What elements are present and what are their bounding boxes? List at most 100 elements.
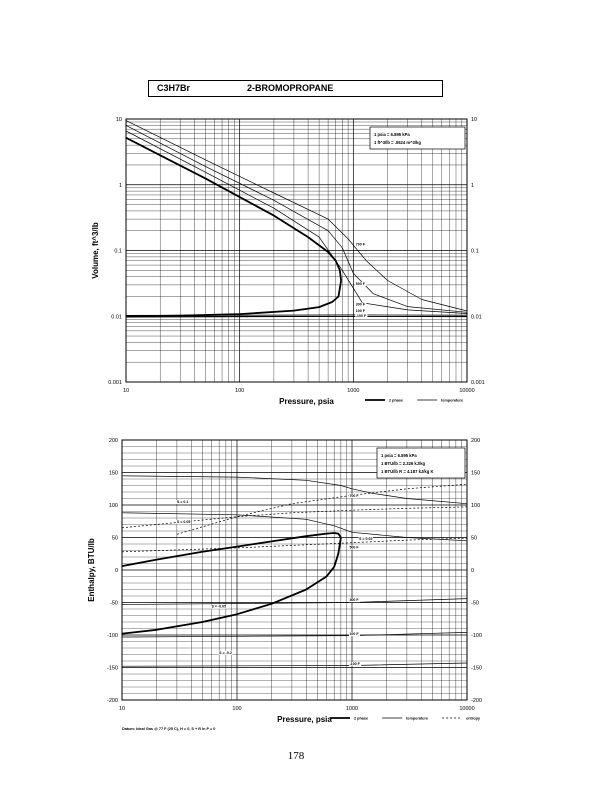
- y-tick-label-right: 150: [471, 471, 480, 477]
- y-tick-label-left: -200: [107, 698, 118, 704]
- y-tick-label-right: -100: [471, 633, 482, 639]
- legend-label: temperature: [441, 399, 463, 403]
- y-tick-label-right: -200: [471, 698, 482, 704]
- y-tick-label-left: 0.1: [114, 249, 122, 255]
- y-tick-label-left: 10: [116, 117, 122, 123]
- y-tick-label-right: 0: [471, 568, 474, 574]
- y-tick-label-right: 100: [471, 503, 480, 509]
- chart-footnote: Datum: Ideal Gas @ 77 F (25 C), H = 0, S…: [122, 727, 215, 731]
- x-axis-title: Pressure, psia: [279, 397, 334, 406]
- compound-title-box: C3H7Br 2-BROMOPROPANE: [148, 80, 443, 97]
- y-tick-label-right: -50: [471, 601, 479, 607]
- conversion-info-line: 1 ft^3/lb = .0624 m^3/kg: [374, 140, 421, 145]
- series-line-2-phase: [125, 136, 342, 281]
- curve-label: S = -0.05: [211, 605, 226, 609]
- legend-label: temperature: [406, 717, 428, 721]
- series-line-entropy: [121, 506, 468, 529]
- curve-label-background: [355, 242, 367, 247]
- curve-label-background: [355, 302, 367, 307]
- series-line-temperature: [125, 314, 468, 316]
- series-line-temperature: [121, 512, 468, 542]
- y-tick-label-right: 1: [471, 183, 474, 189]
- series-line-temperature: [121, 475, 468, 505]
- curve-label-background: [218, 650, 233, 655]
- x-tick-label: 100: [232, 706, 241, 712]
- y-tick-label-right: 0.01: [471, 314, 482, 320]
- y-tick-label-right: 200: [471, 438, 480, 444]
- compound-formula: C3H7Br: [157, 83, 191, 93]
- curve-label-background: [176, 500, 189, 505]
- curve-label: S = 0.02: [359, 537, 373, 541]
- curve-label-background: [355, 281, 367, 286]
- y-tick-label-right: 50: [471, 536, 477, 542]
- curve-label-background: [355, 308, 367, 313]
- page-number: 178: [287, 750, 305, 762]
- plot-frame: [125, 118, 468, 383]
- y-tick-label-left: 150: [109, 471, 118, 477]
- conversion-info-box: [376, 447, 466, 479]
- y-tick-label-right: 0.1: [471, 249, 479, 255]
- series-line-temperature: [121, 598, 468, 605]
- curve-label: -100 F: [356, 314, 367, 318]
- conversion-info-line: 1 psia = 6.895 kPa: [381, 453, 417, 458]
- curve-label-background: [348, 494, 360, 499]
- y-tick-label-left: 1: [119, 183, 122, 189]
- y-tick-label-right: 0.001: [471, 380, 485, 386]
- x-tick-label: 10: [123, 388, 129, 394]
- y-axis-title: Enthalpy, BTU/lb: [87, 538, 96, 602]
- y-tick-label-left: 0.01: [111, 314, 122, 320]
- x-tick-label: 100: [235, 388, 244, 394]
- series-line-temperature: [125, 130, 468, 314]
- series-line-temperature: [121, 662, 468, 667]
- y-tick-label-right: -150: [471, 666, 482, 672]
- x-tick-label: 10: [119, 706, 125, 712]
- y-tick-label-right: 10: [471, 117, 477, 123]
- curve-label-background: [348, 545, 360, 550]
- y-tick-label-left: 200: [109, 438, 118, 444]
- x-tick-label: 10000: [459, 388, 474, 394]
- x-axis-title: Pressure, psia: [277, 715, 332, 724]
- curve-label: 700 F: [356, 242, 366, 246]
- curve-label: 500 F: [356, 282, 366, 286]
- curve-label: -100 F: [349, 662, 360, 666]
- legend-label: 2 phase: [389, 399, 403, 403]
- curve-label-background: [176, 520, 191, 525]
- y-tick-label-left: 50: [112, 536, 118, 542]
- curve-label-background: [358, 537, 373, 542]
- conversion-info-line: 1 BTU/lb R = 4.187 kJ/kg K: [381, 469, 433, 474]
- curve-label-background: [348, 661, 362, 666]
- x-tick-label: 1000: [347, 388, 359, 394]
- curve-label: 100 F: [349, 632, 359, 636]
- curve-label-background: [355, 313, 368, 318]
- conversion-info-line: 1 psia = 6.895 kPa: [374, 132, 410, 137]
- y-tick-label-left: -100: [107, 633, 118, 639]
- curve-label: 700 F: [349, 494, 359, 498]
- curve-label-background: [348, 632, 360, 636]
- series-line-entropy: [121, 537, 468, 553]
- curve-label: 100 F: [356, 309, 366, 313]
- series-line-temperature: [125, 316, 468, 318]
- x-tick-label: 10000: [459, 706, 474, 712]
- series-line-temperature: [125, 120, 468, 312]
- series-line-2-phase: [121, 532, 342, 567]
- y-tick-label-left: 0.001: [108, 380, 122, 386]
- curve-label-background: [348, 598, 360, 603]
- y-tick-label-left: 0: [115, 568, 118, 574]
- y-tick-label-left: -150: [107, 666, 118, 672]
- x-tick-label: 1000: [346, 706, 358, 712]
- y-tick-label-left: -50: [110, 601, 118, 607]
- conversion-info-box: [369, 126, 466, 150]
- curve-label: S = -0.2: [219, 651, 232, 655]
- series-line-entropy: [176, 483, 468, 535]
- series-line-2-phase: [121, 537, 342, 635]
- curve-label: 500 F: [349, 546, 359, 550]
- curve-label: S = 0.05: [177, 520, 191, 524]
- legend-label: entropy: [466, 717, 481, 721]
- plot-frame: [121, 439, 468, 701]
- curve-label: 300 F: [356, 303, 366, 307]
- series-line-temperature: [125, 125, 468, 313]
- curve-label-background: [210, 604, 227, 609]
